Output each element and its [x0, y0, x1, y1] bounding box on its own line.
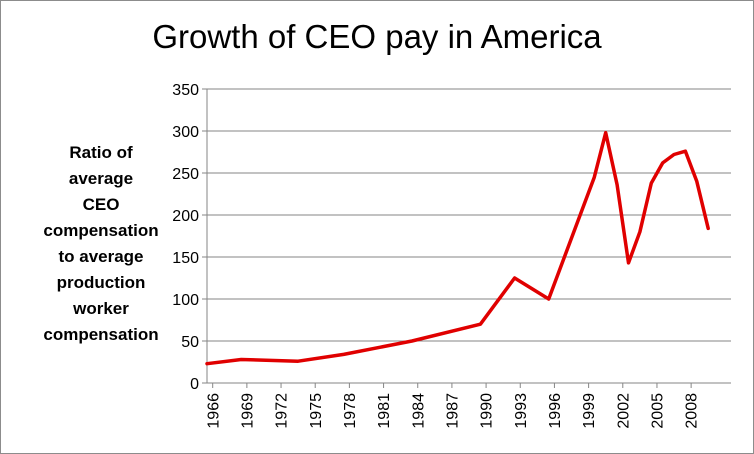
x-tick-label: 1999 [581, 393, 598, 429]
y-tick-label: 150 [172, 250, 199, 267]
x-tick-label: 1978 [342, 393, 359, 429]
y-tick-label: 100 [172, 292, 199, 309]
series-layer [205, 130, 710, 366]
y-tick-label: 0 [190, 376, 199, 393]
y-tick-label: 350 [172, 82, 199, 99]
y-tick-label: 300 [172, 124, 199, 141]
x-tick-label: 1987 [445, 393, 462, 429]
y-tick-labels: 0 50 100 150 200 250 300 350 [172, 82, 199, 393]
series-line [205, 130, 710, 366]
chart-title: Growth of CEO pay in America [152, 18, 602, 55]
x-tick-label: 1966 [205, 393, 222, 429]
y-axis-label: Ratio of average CEO compensation to ave… [43, 143, 159, 344]
x-tick-label: 1990 [479, 393, 496, 429]
x-tick-label: 2008 [684, 393, 701, 429]
x-tick-label: 1993 [513, 393, 530, 429]
x-tick-label: 1996 [547, 393, 564, 429]
y-tick-label: 250 [172, 166, 199, 183]
y-tick-label: 200 [172, 208, 199, 225]
x-tick-label: 1972 [274, 393, 291, 429]
x-tick-label: 1984 [410, 393, 427, 429]
x-tick-label: 1969 [239, 393, 256, 429]
y-tick-label: 50 [181, 334, 199, 351]
x-tick-label: 1981 [376, 393, 393, 429]
x-tick-label: 1975 [308, 393, 325, 429]
x-tick-labels: 1966 1969 1972 1975 1978 1981 1984 1987 1990 1993… [205, 393, 700, 429]
x-tick-label: 2005 [650, 393, 667, 429]
gridlines [207, 88, 731, 342]
x-tick-label: 2002 [615, 393, 632, 429]
axes [202, 88, 731, 388]
